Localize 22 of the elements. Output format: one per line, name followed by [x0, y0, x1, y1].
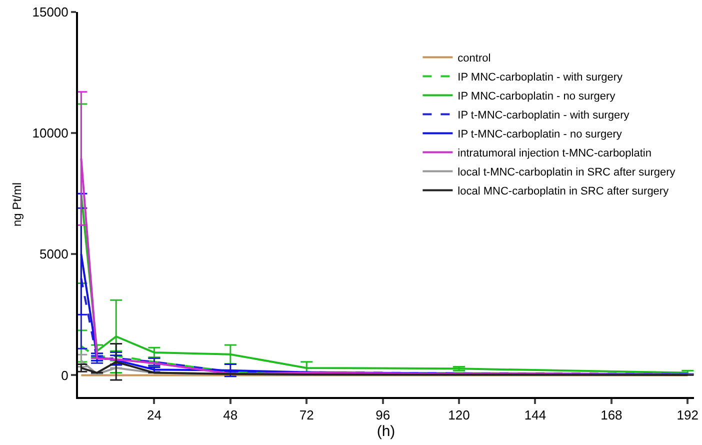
x-tick-label: 96 — [376, 408, 390, 423]
x-tick-label: 168 — [600, 408, 622, 423]
legend-label: IP t-MNC-carboplatin - with surgery — [458, 110, 630, 122]
y-tick-label: 10000 — [32, 126, 68, 141]
legend-label: IP t-MNC-carboplatin - no surgery — [458, 128, 622, 141]
legend-label: local MNC-carboplatin in SRC after surgery — [458, 186, 670, 198]
legend-label: IP MNC-carboplatin - no surgery — [458, 90, 616, 103]
x-tick-label: 24 — [146, 408, 162, 423]
y-tick-label: 0 — [61, 368, 68, 383]
x-tick-label: 48 — [223, 408, 238, 423]
y-axis-title: ng Pt/ml — [10, 182, 24, 227]
legend-label: control — [458, 52, 491, 65]
x-tick-label: 192 — [676, 408, 698, 423]
x-tick-label: 144 — [524, 408, 546, 423]
legend-label: local t-MNC-carboplatin in SRC after surgery — [458, 166, 676, 179]
legend-label: intratumoral injection t-MNC-carboplatin — [458, 148, 652, 160]
x-tick-label: 120 — [448, 408, 470, 423]
y-tick-label: 15000 — [32, 4, 68, 20]
x-tick-label: 72 — [299, 408, 314, 423]
legend-label: IP MNC-carboplatin - with surgery — [458, 72, 624, 84]
y-tick-label: 5000 — [39, 246, 68, 262]
x-axis-title: (h) — [376, 423, 396, 440]
